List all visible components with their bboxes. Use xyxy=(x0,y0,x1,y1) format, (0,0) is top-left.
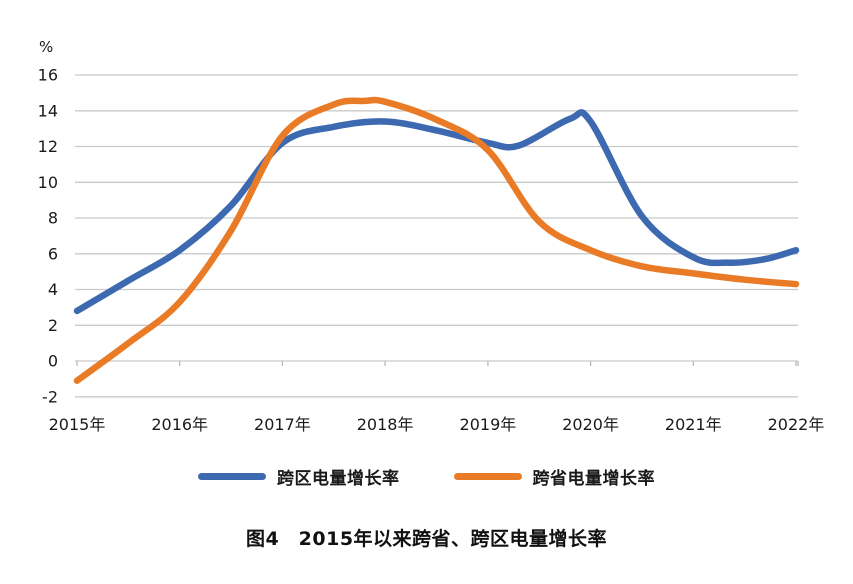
legend-label-cross-province: 跨省电量增长率 xyxy=(532,469,655,489)
legend-item-cross-region: 跨区电量增长率 xyxy=(198,464,400,489)
x-tick-label: 2017年 xyxy=(254,415,311,434)
y-tick-label: 16 xyxy=(38,66,58,85)
y-tick-label: -2 xyxy=(42,387,58,406)
legend-item-cross-province: 跨省电量增长率 xyxy=(453,464,656,489)
x-tick-label: 2016年 xyxy=(151,415,208,434)
y-axis-unit-label: % xyxy=(39,38,54,56)
legend-swatch-orange-icon xyxy=(453,473,522,480)
series-path-cross-region-blue xyxy=(73,109,800,315)
legend-label-cross-region: 跨区电量增长率 xyxy=(277,469,400,489)
y-tick-label: 4 xyxy=(48,280,58,299)
legend-swatch-blue-icon xyxy=(198,473,266,480)
y-tick-label: 6 xyxy=(48,244,58,263)
y-tick-label: 10 xyxy=(38,173,58,192)
x-tick-label: 2015年 xyxy=(49,415,106,434)
y-tick-label: 14 xyxy=(38,101,58,120)
chart-legend: 跨区电量增长率 跨省电量增长率 xyxy=(0,464,853,489)
line-chart-canvas: 16 14 12 10 8 6 4 2 0 -2 2015年 2016年 2017年 2018年 2019年… xyxy=(38,66,825,435)
x-tick-label: 2021年 xyxy=(665,415,722,434)
x-tick-label: 2020年 xyxy=(562,415,619,434)
y-tick-label: 2 xyxy=(48,316,58,335)
y-tick-label: 8 xyxy=(48,209,58,228)
y-tick-label: 0 xyxy=(48,352,58,371)
x-tick-label: 2022年 xyxy=(768,415,825,434)
x-tick-label: 2018年 xyxy=(357,415,414,434)
y-tick-label: 12 xyxy=(38,137,58,156)
x-tick-label: 2019年 xyxy=(460,415,517,434)
figure-caption: 图4 2015年以来跨省、跨区电量增长率 xyxy=(245,528,608,550)
series-path-cross-province-orange xyxy=(73,96,800,384)
